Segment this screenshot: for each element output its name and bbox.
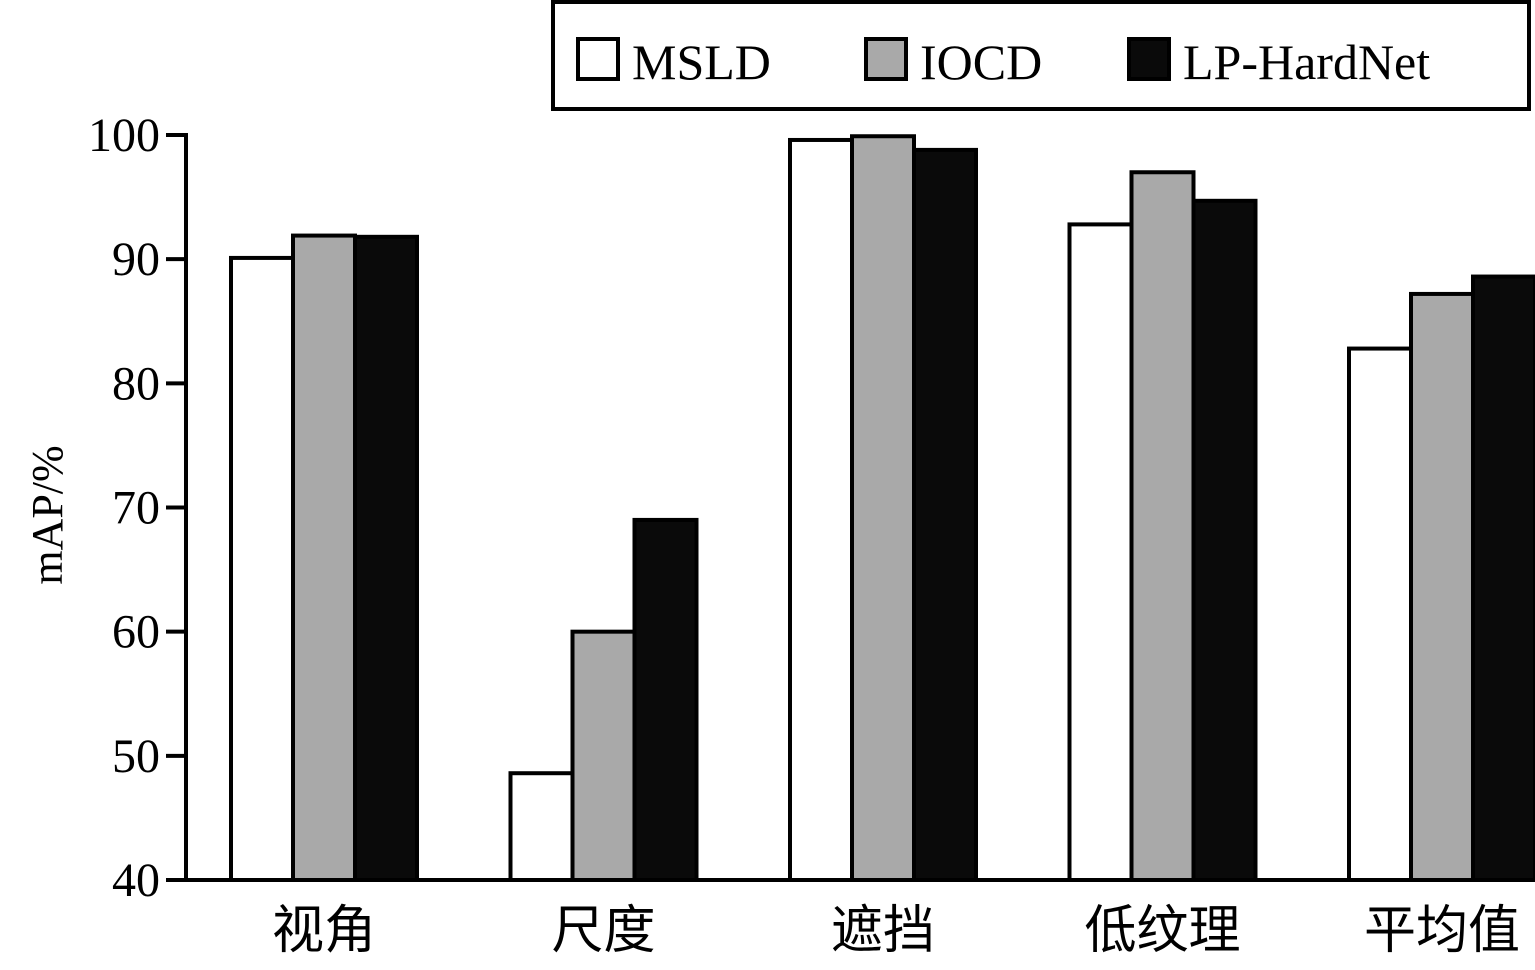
- x-category-label-5: 平均值: [1364, 903, 1520, 960]
- bar-msld-1: [229, 255, 295, 882]
- x-category-label-4: 低纹理: [1084, 903, 1240, 960]
- y-tick-label-80: 80: [112, 357, 160, 410]
- legend-swatch-iocd: [864, 37, 908, 81]
- bar-lp-hardnet-5: [1471, 274, 1535, 882]
- bar-msld-2: [508, 771, 575, 883]
- bar-iocd-2: [570, 629, 637, 883]
- bar-group-3: [788, 134, 978, 883]
- y-tick-label-50: 50: [112, 730, 160, 783]
- bar-lp-hardnet-1: [353, 234, 419, 883]
- bar-iocd-3: [850, 134, 916, 883]
- bar-iocd-5: [1409, 291, 1475, 882]
- legend-label-lp-hardnet: LP-HardNet: [1183, 34, 1430, 90]
- legend: MSLD IOCD LP-HardNet: [551, 0, 1531, 111]
- bar-msld-4: [1067, 222, 1134, 882]
- y-tick-label-90: 90: [112, 233, 160, 286]
- bar-iocd-1: [291, 233, 357, 882]
- y-axis-label: mAP/%: [23, 445, 72, 584]
- x-category-label-2: 尺度: [551, 903, 655, 960]
- bar-group-4: [1067, 170, 1258, 882]
- y-tick-label-100: 100: [88, 109, 160, 162]
- bar-group-1: [229, 233, 419, 883]
- y-tick-label-60: 60: [112, 606, 160, 659]
- bar-lp-hardnet-3: [912, 147, 978, 882]
- bars: [229, 134, 1535, 883]
- bar-group-5: [1347, 274, 1535, 883]
- bar-lp-hardnet-4: [1191, 198, 1258, 882]
- y-tick-label-70: 70: [112, 482, 160, 535]
- bar-iocd-4: [1129, 170, 1196, 882]
- bar-msld-5: [1347, 346, 1413, 883]
- legend-label-msld: MSLD: [632, 34, 771, 90]
- x-category-label-1: 视角: [272, 903, 376, 960]
- y-tick-label-40: 40: [112, 854, 160, 907]
- bar-group-2: [508, 517, 699, 883]
- bar-msld-3: [788, 137, 854, 882]
- axes: 40 50 60 70 80 90 100 视角 尺度 遮挡 低纹理 平均值: [88, 109, 1532, 960]
- legend-swatch-lp-hardnet: [1127, 37, 1171, 81]
- legend-swatch-msld: [576, 37, 620, 81]
- legend-label-iocd: IOCD: [920, 34, 1042, 90]
- legend-box: [551, 0, 1531, 111]
- bar-lp-hardnet-2: [632, 517, 699, 883]
- x-category-label-3: 遮挡: [831, 903, 935, 960]
